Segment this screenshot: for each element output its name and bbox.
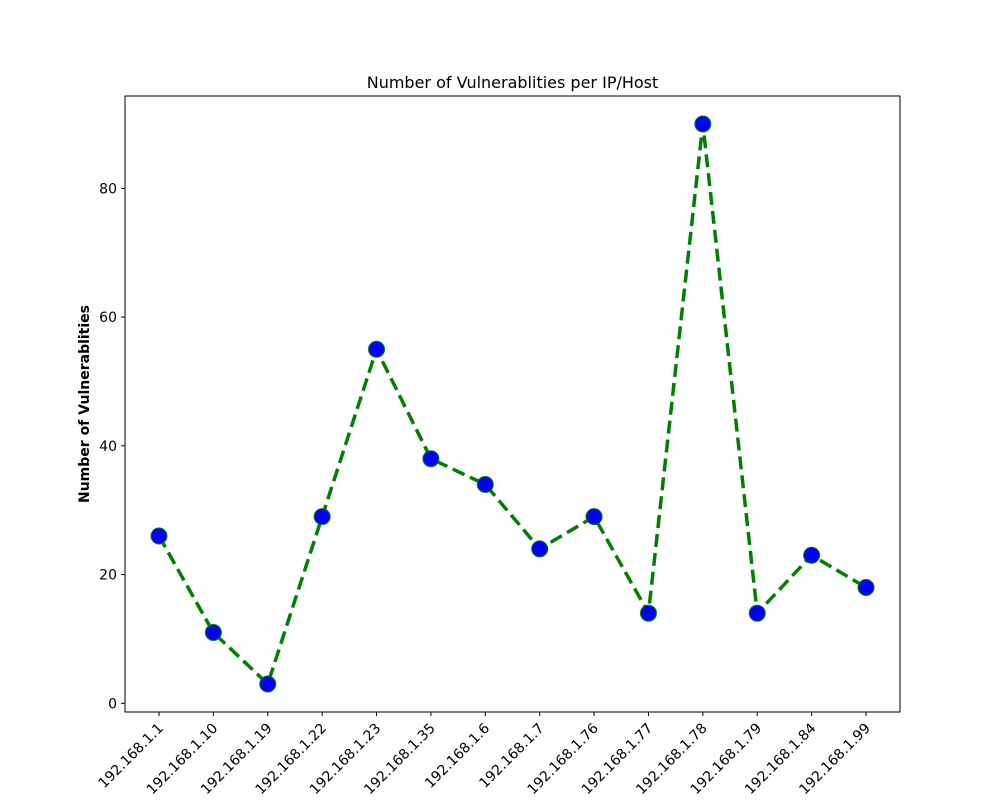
chart-title: Number of Vulnerablities per IP/Host [367,73,659,92]
data-point [150,527,168,545]
y-axis-label: Number of Vulnerablities [77,305,93,503]
data-point [476,475,494,493]
series-group [150,115,875,693]
y-tick-label: 80 [99,181,117,197]
data-point [748,604,766,622]
data-point [204,624,222,642]
data-point [694,115,712,133]
data-point [803,546,821,564]
series-line [157,123,867,688]
data-point [259,675,277,693]
y-tick-label: 20 [99,568,117,584]
data-point [857,578,875,596]
plot-area-frame [124,95,901,713]
data-point [585,508,603,526]
x-axis-ticks: 192.168.1.1192.168.1.10192.168.1.19192.1… [96,712,874,798]
y-tick-label: 0 [108,696,117,712]
y-tick-label: 60 [99,310,117,326]
y-tick-label: 40 [99,439,117,455]
data-point [368,340,386,358]
data-point [639,604,657,622]
data-point [313,508,331,526]
y-axis-ticks: 0 20 40 60 80 [99,181,125,712]
data-point [422,450,440,468]
data-point [531,540,549,558]
